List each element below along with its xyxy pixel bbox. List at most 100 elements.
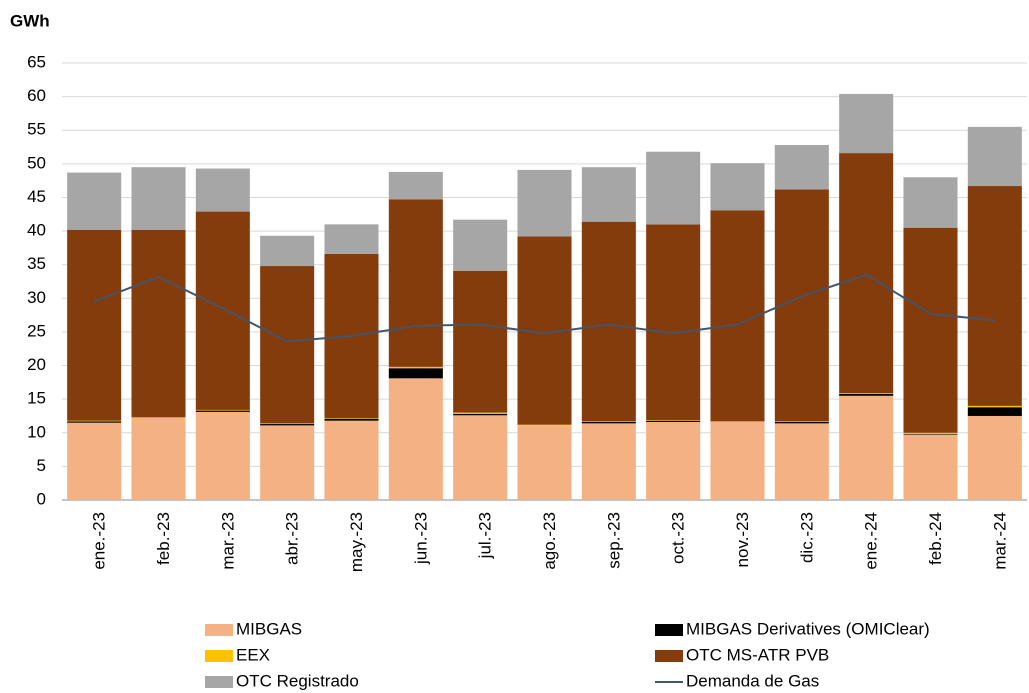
x-tick-label: mar.-24: [990, 512, 1009, 570]
bar-segment: [710, 422, 765, 500]
bar-segment: [581, 167, 636, 222]
x-tick-label: ene.-24: [862, 512, 881, 570]
bar-segment: [388, 199, 443, 367]
bar-segment: [453, 270, 508, 413]
y-tick-label: 65: [27, 52, 46, 71]
bar-segment: [324, 224, 379, 254]
bar-segment: [710, 421, 765, 423]
bar-segment: [903, 177, 958, 228]
bar-segment: [517, 425, 572, 500]
x-tick-label: ago.-23: [540, 512, 559, 570]
bar-segment: [581, 421, 636, 423]
legend-swatch: [205, 650, 233, 662]
x-tick-label: nov.-23: [733, 512, 752, 567]
y-tick-label: 35: [27, 254, 46, 273]
legend-label: OTC Registrado: [236, 671, 359, 690]
legend-label: MIBGAS Derivatives (OMIClear): [686, 619, 930, 638]
legend-swatch: [655, 624, 683, 636]
bar-segment: [646, 151, 701, 225]
bar-segment: [774, 422, 829, 424]
bar-segment: [131, 229, 186, 418]
line-series: [93, 273, 995, 343]
bar-segment: [967, 126, 1022, 187]
bar-segment: [453, 413, 508, 416]
bar-segment: [260, 235, 315, 267]
bar-segment: [517, 169, 572, 237]
x-tick-label: sep.-23: [604, 512, 623, 569]
bar-segment: [710, 163, 765, 211]
bar-segment: [131, 417, 186, 418]
bar-segment: [517, 424, 572, 426]
bar-segment: [774, 423, 829, 500]
bar-segment: [774, 421, 829, 423]
bar-segment: [774, 145, 829, 190]
y-tick-label: 50: [27, 153, 46, 172]
bar-segment: [967, 415, 1022, 500]
y-tick-label: 45: [27, 187, 46, 206]
bar-segment: [260, 424, 315, 426]
x-tick-label: ene.-23: [90, 512, 109, 570]
bar-segment: [260, 423, 315, 425]
x-tick-label: jul.-23: [476, 512, 495, 559]
bar-segment: [67, 172, 122, 230]
legend-label: Demanda de Gas: [686, 671, 819, 690]
y-tick-label: 40: [27, 221, 46, 240]
bar-segment: [581, 422, 636, 424]
x-tick-label: jun.-23: [411, 512, 430, 565]
bar-segment: [903, 434, 958, 500]
legend-label: MIBGAS: [236, 619, 302, 638]
bar-segment: [903, 434, 958, 435]
legend-swatch: [655, 650, 683, 662]
legend-swatch: [205, 624, 233, 636]
bar-segment: [131, 417, 186, 500]
bar-segment: [67, 422, 122, 500]
x-tick-label: dic.-23: [797, 512, 816, 563]
bar-segment: [967, 405, 1022, 408]
bar-segment: [646, 422, 701, 500]
bar-segment: [324, 420, 379, 500]
bar-segment: [453, 415, 508, 500]
x-tick-label: oct.-23: [669, 512, 688, 564]
y-tick-label: 25: [27, 321, 46, 340]
bar-segment: [839, 393, 894, 394]
bar-segment: [581, 423, 636, 500]
bar-segment: [839, 395, 894, 500]
y-tick-label: 15: [27, 389, 46, 408]
x-tick-label: may.-23: [347, 512, 366, 572]
bar-segment: [388, 366, 443, 369]
bar-segment: [646, 420, 701, 423]
bar-segment: [388, 171, 443, 200]
legend-label: OTC MS-ATR PVB: [686, 645, 829, 664]
bar-segment: [388, 378, 443, 500]
bar-segment: [131, 167, 186, 230]
bar-segment: [260, 266, 315, 424]
bar-segment: [260, 425, 315, 500]
bar-segment: [67, 420, 122, 422]
bar-segment: [324, 418, 379, 421]
bar-segment: [195, 211, 250, 410]
bar-segment: [581, 221, 636, 422]
y-axis-label: GWh: [10, 11, 50, 30]
legend-label: EEX: [236, 645, 270, 664]
x-tick-label: abr.-23: [283, 512, 302, 565]
x-tick-label: feb.-23: [154, 512, 173, 565]
bar-segment: [195, 168, 250, 212]
y-tick-label: 10: [27, 422, 46, 441]
y-tick-label: 5: [37, 456, 46, 475]
bar-segment: [195, 410, 250, 412]
bar-segment: [646, 224, 701, 420]
bar-segment: [967, 186, 1022, 406]
y-tick-label: 0: [37, 489, 46, 508]
x-tick-label: feb.-24: [926, 512, 945, 565]
bar-segment: [453, 412, 508, 414]
bar-segment: [839, 93, 894, 154]
bar-segment: [195, 411, 250, 500]
y-tick-label: 55: [27, 120, 46, 139]
y-tick-label: 60: [27, 86, 46, 105]
bar-segment: [839, 393, 894, 396]
y-tick-label: 20: [27, 355, 46, 374]
bar-segment: [388, 368, 443, 379]
bar-segment: [903, 227, 958, 433]
bar-segment: [903, 432, 958, 435]
